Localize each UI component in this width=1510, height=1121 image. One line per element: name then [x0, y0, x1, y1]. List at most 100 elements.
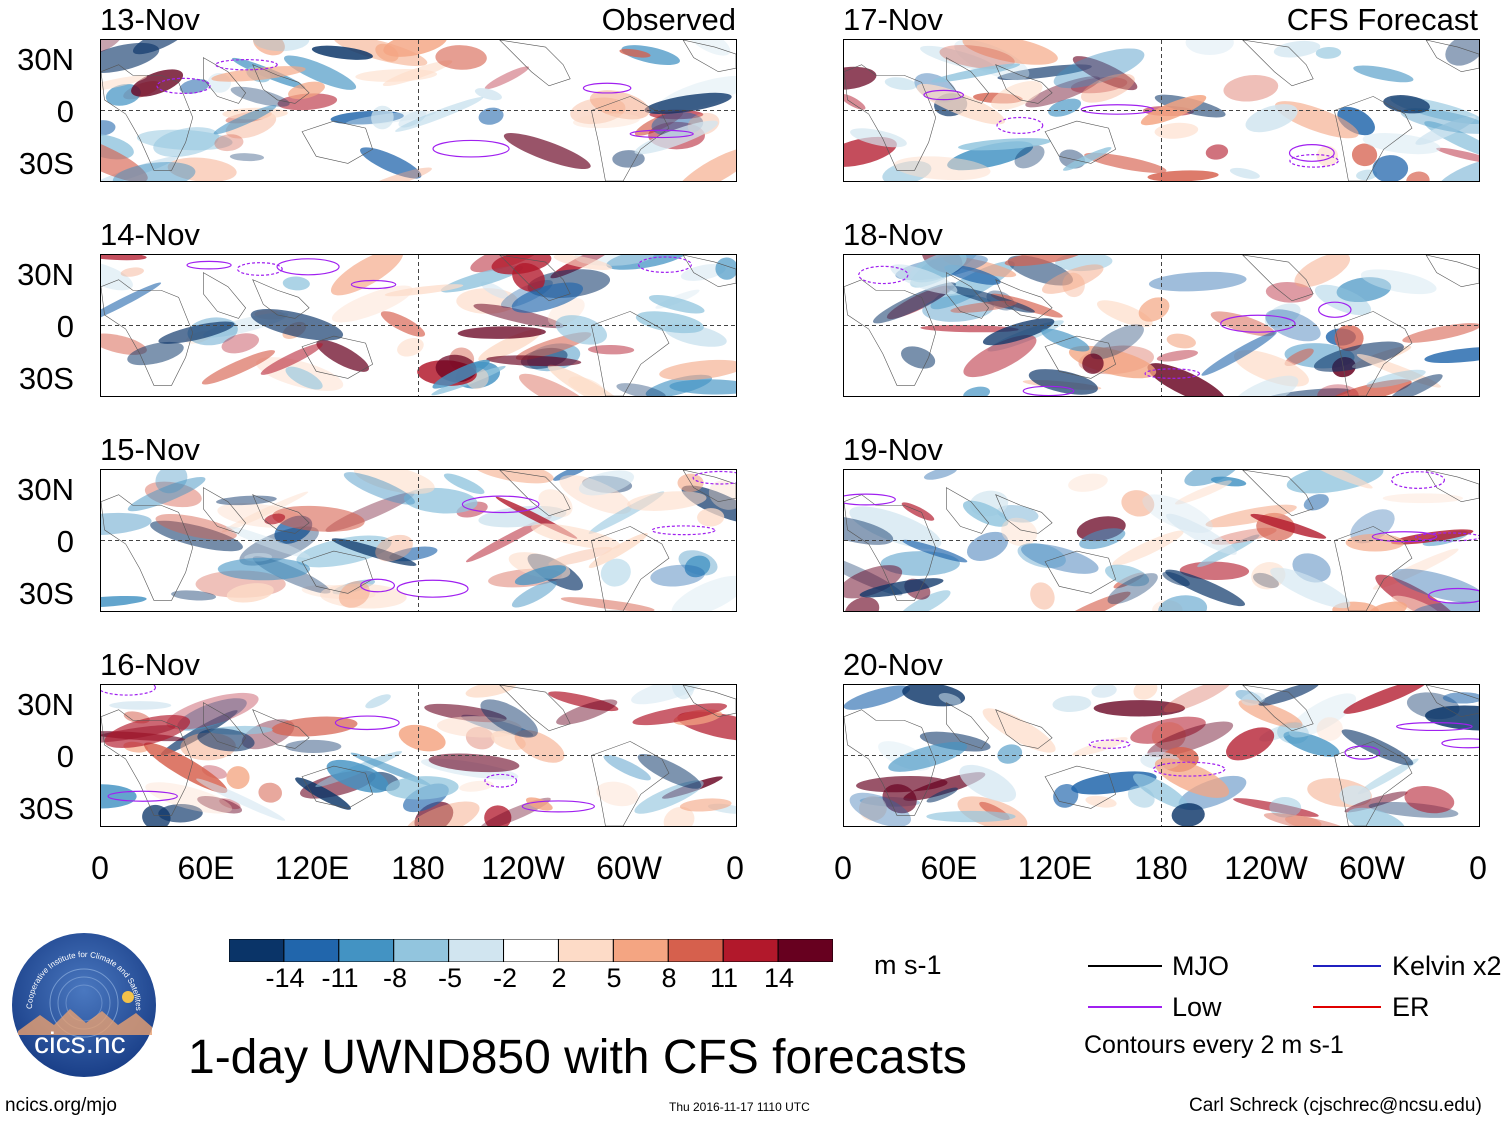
wind-anomaly-shade: [991, 80, 1043, 110]
colorbar-tick: 14: [763, 963, 795, 993]
wind-anomaly-shade: [850, 128, 907, 148]
low-contour: [101, 685, 155, 695]
wind-anomaly-shade: [923, 470, 958, 480]
wind-anomaly-shade: [635, 311, 704, 334]
wind-anomaly-shade: [1334, 324, 1364, 352]
wind-anomaly-shade: [101, 120, 116, 136]
wind-anomaly-shade: [648, 294, 705, 314]
lat-label-0: 0: [56, 739, 74, 774]
colorbar-tick: -2: [492, 963, 517, 993]
low-contour: [1416, 533, 1479, 541]
wind-anomaly-shade: [1346, 807, 1406, 826]
wind-anomaly-shade: [150, 520, 243, 552]
wind-anomaly-shade: [997, 64, 1092, 81]
wind-anomaly-shade: [1185, 40, 1234, 55]
low-contour: [361, 579, 395, 592]
wind-anomaly-shade: [1017, 542, 1066, 569]
coastline: [101, 710, 193, 816]
lon-label-0: 0: [834, 850, 852, 886]
wind-anomaly-shade: [926, 787, 958, 803]
wind-anomaly-shade: [101, 282, 162, 325]
wind-anomaly-shade: [1062, 147, 1112, 171]
map-svg: [101, 255, 736, 396]
lat-label-0: 0: [56, 309, 74, 344]
wind-anomaly-shade: [197, 795, 243, 814]
wind-anomaly-shade: [285, 739, 342, 753]
wind-anomaly-shade: [443, 473, 485, 495]
footer-url: ncics.org/mjo: [5, 1095, 117, 1116]
wind-anomaly-shade: [478, 107, 504, 125]
wind-anomaly-shade: [511, 282, 584, 313]
wind-anomaly-shade: [578, 470, 635, 496]
wind-anomaly-shade: [1001, 517, 1038, 547]
wind-anomaly-shade: [1171, 803, 1205, 826]
coastline: [946, 488, 988, 534]
wind-anomaly-shade: [1250, 513, 1327, 539]
map-svg: [101, 685, 736, 826]
coastline: [500, 685, 571, 731]
wind-anomaly-shade: [316, 339, 369, 372]
lon-label-60w: 60W: [1339, 850, 1405, 886]
wind-anomaly-shade: [311, 45, 373, 60]
map-panel-fcst-2: [843, 254, 1480, 397]
wind-anomaly-shade: [330, 255, 404, 296]
legend-line-er: [1313, 1006, 1381, 1008]
colorbar-segment: [338, 938, 395, 963]
wind-anomaly-shade: [480, 281, 509, 299]
lat-label-0: 0: [56, 524, 74, 559]
wind-anomaly-shade: [466, 515, 552, 563]
wind-anomaly-shade: [568, 376, 605, 396]
legend-line-mjo: [1088, 965, 1162, 967]
wind-anomaly-shade: [1294, 255, 1351, 288]
wind-anomaly-shade: [1166, 513, 1237, 555]
wind-anomaly-shade: [997, 744, 1023, 764]
panel-label-forecast: CFS Forecast: [1286, 2, 1478, 37]
wind-anomaly-shade: [363, 167, 432, 181]
panel-date-fcst-3: 19-Nov: [843, 432, 943, 467]
wind-anomaly-shade: [946, 285, 1035, 313]
wind-anomaly-shade: [1091, 685, 1117, 698]
wind-anomaly-shade: [403, 487, 478, 514]
low-contour: [1290, 155, 1338, 167]
wind-anomaly-shade: [644, 92, 732, 115]
colorbar-tick: -11: [321, 963, 359, 993]
coastline: [1243, 685, 1314, 731]
wind-anomaly-shade: [1163, 685, 1232, 713]
wind-anomaly-shade: [1052, 695, 1092, 712]
coastline: [1243, 255, 1314, 301]
low-contour: [997, 117, 1043, 133]
wind-anomaly-shade: [484, 66, 530, 90]
wind-anomaly-shade: [612, 150, 645, 168]
wind-anomaly-shade: [1093, 700, 1186, 717]
wind-anomaly-shade: [1233, 798, 1319, 817]
wind-anomaly-shade: [211, 66, 306, 82]
wind-anomaly-shade: [587, 345, 635, 355]
low-contour: [924, 90, 963, 99]
wind-anomaly-shade: [893, 156, 991, 181]
wind-anomaly-shade: [1053, 48, 1145, 89]
wind-anomaly-shade: [573, 113, 640, 129]
wind-anomaly-shade: [1105, 564, 1150, 587]
wind-anomaly-shade: [548, 546, 613, 566]
wind-anomaly-shade: [1353, 65, 1414, 83]
coastline: [253, 280, 309, 319]
wind-anomaly-shade: [982, 708, 1056, 753]
wind-anomaly-shade: [962, 40, 1058, 65]
wind-anomaly-shade: [1085, 795, 1117, 808]
wind-anomaly-shade: [1154, 758, 1230, 798]
coastline: [101, 65, 193, 171]
wind-anomaly-shade: [1174, 480, 1232, 505]
wind-anomaly-shade: [627, 491, 707, 511]
wind-anomaly-shade: [938, 693, 961, 705]
wind-anomaly-shade: [472, 470, 554, 484]
wind-anomaly-shade: [939, 44, 1015, 69]
wind-anomaly-shade: [1442, 692, 1479, 704]
wind-anomaly-shade: [1372, 155, 1409, 181]
coastline: [946, 703, 988, 749]
wind-anomaly-shade: [901, 502, 935, 521]
wind-anomaly-shade: [101, 261, 133, 291]
wind-anomaly-shade: [484, 805, 512, 826]
wind-anomaly-shade: [958, 138, 1051, 151]
lat-label-30n: 30N: [17, 257, 74, 292]
wind-anomaly-shade: [219, 798, 241, 810]
